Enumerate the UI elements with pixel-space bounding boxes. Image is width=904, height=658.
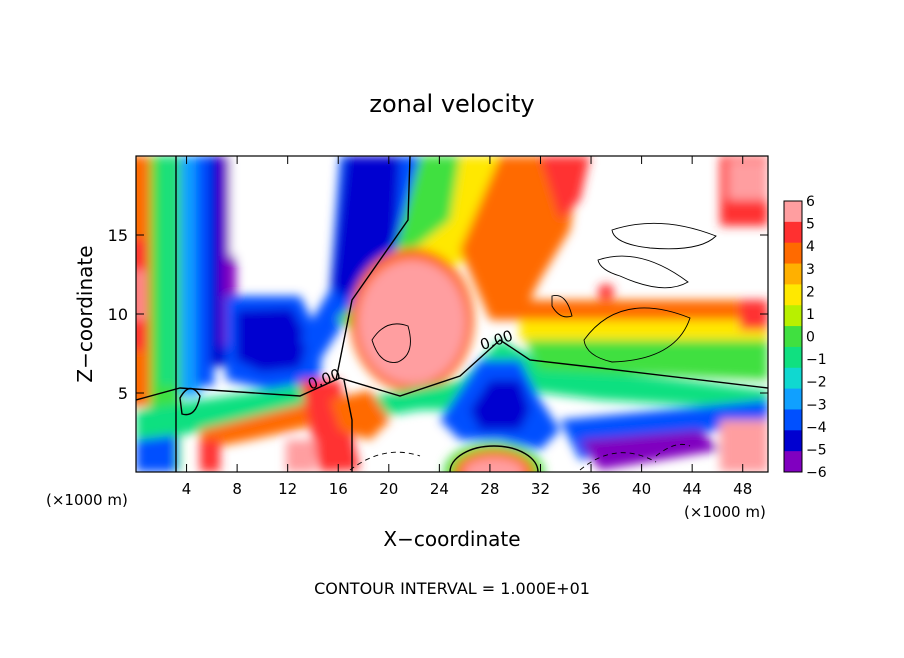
x-tick-label: 36 <box>581 480 600 498</box>
x-tick-label: 16 <box>329 480 348 498</box>
colorbar-swatch <box>784 221 802 244</box>
velocity-field <box>136 156 768 472</box>
colorbar-swatch <box>784 263 802 285</box>
colorbar-swatch <box>784 367 802 390</box>
y-tick-label: 10 <box>108 305 128 324</box>
x-unit-left: (×1000 m) <box>46 491 128 509</box>
colorbar-label: −1 <box>806 352 827 368</box>
colorbar-label: −5 <box>806 442 827 458</box>
colorbar-label: 5 <box>806 217 815 233</box>
colorbar-label: 0 <box>806 330 815 346</box>
x-tick-label: 4 <box>182 480 192 498</box>
colorbar-label: 6 <box>806 194 815 210</box>
colorbar-swatch <box>784 409 802 431</box>
x-tick-label: 44 <box>683 480 702 498</box>
y-tick-label: 15 <box>108 226 128 245</box>
chart-title: zonal velocity <box>369 90 534 118</box>
colorbar-label: 2 <box>806 284 815 300</box>
y-axis-label: Z−coordinate <box>73 245 97 382</box>
contour-interval-footer: CONTOUR INTERVAL = 1.000E+01 <box>314 579 590 598</box>
x-tick-label: 20 <box>379 480 398 498</box>
colorbar-label: 3 <box>806 262 815 278</box>
colorbar-label: −3 <box>806 397 827 413</box>
colorbar-swatch <box>784 326 802 348</box>
x-axis-label: X−coordinate <box>383 527 520 551</box>
x-tick-label: 32 <box>531 480 550 498</box>
x-tick-label: 28 <box>480 480 499 498</box>
colorbar-frame <box>783 200 803 473</box>
x-tick-label: 40 <box>632 480 651 498</box>
colorbar-label: −4 <box>806 420 827 436</box>
colorbar-swatch <box>784 284 802 306</box>
colorbar-swatch <box>784 201 802 223</box>
x-tick-label: 48 <box>733 480 752 498</box>
colorbar-swatch <box>784 305 802 327</box>
colorbar-label: −2 <box>806 375 827 391</box>
x-tick-label: 8 <box>232 480 242 498</box>
x-tick-label: 24 <box>430 480 449 498</box>
colorbar-swatch <box>784 388 802 410</box>
x-unit-right: (×1000 m) <box>684 503 766 521</box>
colorbar-label: 4 <box>806 239 815 255</box>
colorbar-swatch <box>784 346 802 369</box>
colorbar-swatch <box>784 430 802 452</box>
x-tick-label: 12 <box>278 480 297 498</box>
colorbar-swatch <box>784 242 802 265</box>
colorbar-label: −6 <box>806 465 827 481</box>
colorbar-swatch <box>784 451 802 473</box>
colorbar-label: 1 <box>806 307 815 323</box>
y-tick-label: 5 <box>118 384 128 403</box>
colorbar: 6 5 4 3 2 1 0 −1 −2 −3 −4 −5 −6 <box>783 194 827 481</box>
